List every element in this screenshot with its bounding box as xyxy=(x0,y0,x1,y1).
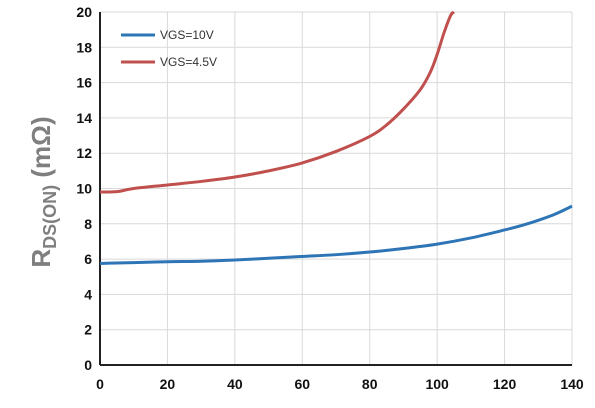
legend-label-vgs-10v: VGS=10V xyxy=(160,28,214,42)
y-axis-label-subscript: DS(ON) xyxy=(40,185,60,249)
x-tick-label: 60 xyxy=(294,376,310,392)
y-tick-label: 12 xyxy=(76,145,92,161)
x-tick-label: 20 xyxy=(160,376,176,392)
y-tick-label: 20 xyxy=(76,4,92,20)
x-tick-label: 0 xyxy=(96,376,104,392)
axes xyxy=(99,12,572,366)
y-tick-label: 4 xyxy=(84,286,92,302)
x-tick-label: 100 xyxy=(425,376,449,392)
x-tick-label: 140 xyxy=(560,376,584,392)
y-tick-label: 14 xyxy=(76,110,92,126)
y-axis-label-main: R xyxy=(26,249,56,268)
y-tick-label: 18 xyxy=(76,39,92,55)
y-axis-label-unit: (mΩ) xyxy=(26,116,56,185)
x-tick-label: 40 xyxy=(227,376,243,392)
y-tick-label: 16 xyxy=(76,75,92,91)
y-tick-label: 10 xyxy=(76,181,92,197)
y-tick-label: 2 xyxy=(84,322,92,338)
series-lines xyxy=(99,10,573,266)
series-line-1 xyxy=(99,10,456,194)
y-axis-label: RDS(ON) (mΩ) xyxy=(26,116,60,267)
y-tick-label: 6 xyxy=(84,251,92,267)
x-tick-labels: 0 20 40 60 80 100 120 140 xyxy=(96,376,584,392)
legend: VGS=10V VGS=4.5V xyxy=(121,28,217,69)
legend-label-vgs-4-5v: VGS=4.5V xyxy=(160,55,217,69)
series-line-0 xyxy=(99,204,573,266)
gridlines xyxy=(100,11,573,365)
y-tick-label: 0 xyxy=(84,357,92,373)
y-tick-labels: 0 2 4 6 8 10 12 14 16 18 20 xyxy=(76,4,92,373)
x-tick-label: 80 xyxy=(362,376,378,392)
y-tick-label: 8 xyxy=(84,216,92,232)
x-tick-label: 120 xyxy=(493,376,517,392)
